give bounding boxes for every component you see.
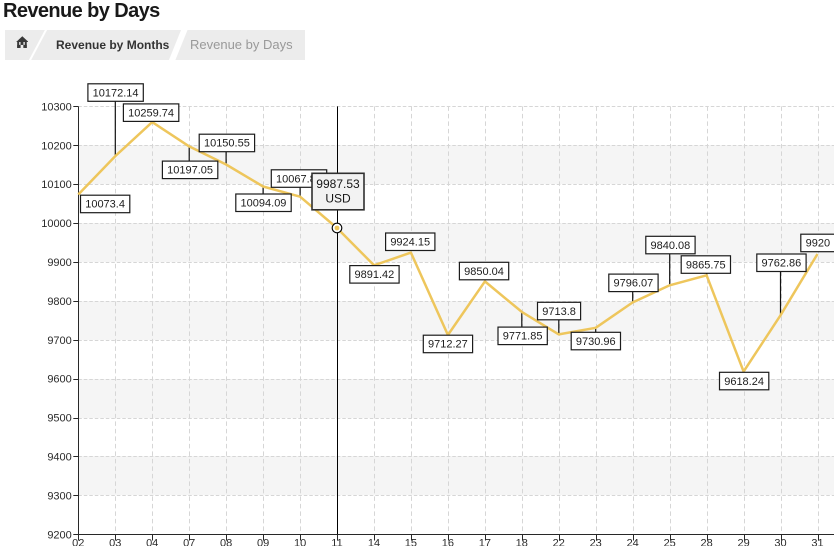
svg-text:10150.55: 10150.55: [204, 138, 250, 150]
svg-text:9400: 9400: [47, 452, 71, 464]
svg-text:17: 17: [479, 537, 491, 546]
svg-text:11: 11: [331, 537, 342, 546]
svg-text:14: 14: [368, 537, 380, 546]
svg-text:9865.75: 9865.75: [686, 259, 726, 271]
svg-text:02: 02: [72, 537, 84, 546]
svg-text:16: 16: [442, 537, 454, 546]
svg-text:10067.84: 10067.84: [276, 173, 322, 185]
svg-text:9762.86: 9762.86: [762, 258, 802, 270]
svg-text:10073.4: 10073.4: [85, 199, 125, 211]
svg-text:9700: 9700: [47, 335, 71, 347]
svg-text:23: 23: [590, 537, 602, 546]
svg-text:10259.74: 10259.74: [128, 107, 174, 119]
svg-text:31: 31: [811, 537, 823, 546]
svg-text:9840.08: 9840.08: [651, 240, 691, 252]
svg-text:10100: 10100: [41, 179, 72, 191]
svg-text:9300: 9300: [47, 490, 71, 502]
svg-text:10197.05: 10197.05: [167, 165, 213, 177]
svg-text:9891.42: 9891.42: [355, 269, 395, 281]
svg-text:USD: USD: [325, 192, 351, 206]
svg-text:10200: 10200: [41, 140, 72, 152]
svg-text:9920: 9920: [806, 238, 830, 250]
svg-text:9987.53: 9987.53: [316, 177, 360, 191]
svg-text:04: 04: [146, 537, 158, 546]
svg-text:10300: 10300: [41, 101, 72, 113]
svg-text:9900: 9900: [47, 257, 71, 269]
svg-text:9771.85: 9771.85: [503, 331, 543, 343]
svg-text:9924.15: 9924.15: [390, 237, 430, 249]
svg-text:9500: 9500: [47, 413, 71, 425]
svg-text:10000: 10000: [41, 218, 72, 230]
svg-text:9850.04: 9850.04: [464, 266, 504, 278]
svg-text:9796.07: 9796.07: [614, 278, 654, 290]
svg-text:15: 15: [405, 537, 417, 546]
svg-text:9730.96: 9730.96: [576, 336, 616, 348]
svg-text:30: 30: [774, 537, 786, 546]
svg-text:29: 29: [737, 537, 749, 546]
svg-text:08: 08: [220, 537, 232, 546]
svg-text:10172.14: 10172.14: [93, 87, 139, 99]
svg-text:09: 09: [257, 537, 269, 546]
svg-text:9800: 9800: [47, 296, 71, 308]
svg-text:9712.27: 9712.27: [428, 339, 468, 351]
svg-text:9600: 9600: [47, 374, 71, 386]
svg-text:03: 03: [109, 537, 121, 546]
svg-text:22: 22: [553, 537, 565, 546]
svg-text:24: 24: [627, 537, 639, 546]
svg-text:28: 28: [700, 537, 712, 546]
svg-text:10094.09: 10094.09: [241, 198, 287, 210]
svg-text:9713.8: 9713.8: [542, 306, 576, 318]
svg-text:25: 25: [664, 537, 676, 546]
svg-text:9200: 9200: [47, 529, 71, 541]
svg-text:9618.24: 9618.24: [724, 376, 764, 388]
svg-text:18: 18: [516, 537, 528, 546]
svg-text:07: 07: [183, 537, 195, 546]
svg-text:10: 10: [294, 537, 306, 546]
